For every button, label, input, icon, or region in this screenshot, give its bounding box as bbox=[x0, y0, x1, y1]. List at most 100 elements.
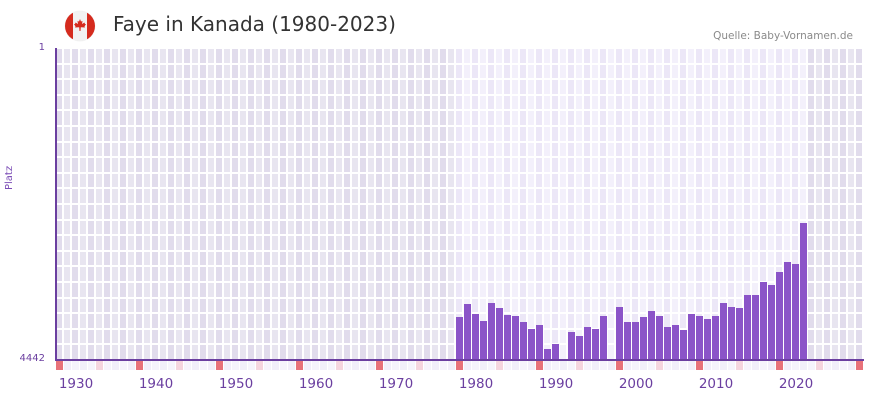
bar-2003[interactable] bbox=[656, 315, 663, 360]
grid-cell bbox=[424, 267, 430, 281]
grid-cell bbox=[832, 111, 838, 125]
grid-cell bbox=[160, 49, 166, 63]
grid-cell bbox=[592, 158, 598, 172]
grid-cell bbox=[496, 111, 502, 125]
year-column bbox=[408, 48, 416, 360]
bar-2018[interactable] bbox=[776, 271, 783, 360]
grid-cell bbox=[232, 220, 238, 235]
grid-cell bbox=[776, 251, 782, 266]
bar-2020[interactable] bbox=[792, 263, 799, 360]
bar-1982[interactable] bbox=[488, 302, 495, 360]
bar-2021[interactable] bbox=[800, 222, 807, 360]
grid-cell bbox=[200, 314, 206, 328]
bar-1986[interactable] bbox=[520, 321, 527, 360]
bar-1989[interactable] bbox=[544, 348, 551, 360]
bar-2005[interactable] bbox=[672, 324, 679, 360]
grid-cell bbox=[160, 173, 166, 188]
grid-cell bbox=[416, 251, 422, 266]
grid-cell bbox=[96, 345, 102, 359]
grid-cell bbox=[352, 49, 358, 63]
grid-cell bbox=[248, 283, 254, 297]
year-column bbox=[392, 48, 400, 360]
year-column bbox=[776, 48, 784, 360]
grid-cell bbox=[248, 158, 254, 172]
bar-2014[interactable] bbox=[744, 294, 751, 360]
grid-cell bbox=[760, 251, 766, 266]
bar-2019[interactable] bbox=[784, 261, 791, 360]
bar-1996[interactable] bbox=[600, 315, 607, 360]
year-marker bbox=[744, 361, 751, 370]
grid-cell bbox=[408, 220, 414, 235]
grid-cell bbox=[536, 142, 542, 157]
grid-cell bbox=[296, 283, 302, 297]
grid-cell bbox=[168, 49, 174, 63]
grid-cell bbox=[120, 64, 126, 79]
grid-cell bbox=[176, 49, 182, 63]
grid-cell bbox=[248, 205, 254, 219]
grid-cell bbox=[232, 189, 238, 203]
bar-1999[interactable] bbox=[624, 321, 631, 360]
bar-1978[interactable] bbox=[456, 316, 463, 360]
bar-2006[interactable] bbox=[680, 329, 687, 360]
grid-cell bbox=[384, 220, 390, 235]
bar-2002[interactable] bbox=[648, 310, 655, 360]
bar-1992[interactable] bbox=[568, 331, 575, 360]
bar-1984[interactable] bbox=[504, 314, 511, 360]
bar-2016[interactable] bbox=[760, 281, 767, 360]
bar-2007[interactable] bbox=[688, 313, 695, 360]
bar-2017[interactable] bbox=[768, 284, 775, 360]
bar-1981[interactable] bbox=[480, 320, 487, 360]
bar-2008[interactable] bbox=[696, 315, 703, 360]
grid-cell bbox=[648, 173, 654, 188]
year-column bbox=[424, 48, 432, 360]
grid-cell bbox=[320, 314, 326, 328]
grid-cell bbox=[144, 220, 150, 235]
grid-cell bbox=[472, 189, 478, 203]
bar-2000[interactable] bbox=[632, 321, 639, 360]
year-marker bbox=[512, 361, 519, 370]
grid-cell bbox=[304, 49, 310, 63]
grid-cell bbox=[648, 236, 654, 250]
bar-1979[interactable] bbox=[464, 303, 471, 360]
year-marker bbox=[232, 361, 239, 370]
bar-1998[interactable] bbox=[616, 306, 623, 360]
bar-1980[interactable] bbox=[472, 313, 479, 360]
bar-2010[interactable] bbox=[712, 315, 719, 360]
bar-1987[interactable] bbox=[528, 328, 535, 360]
grid-cell bbox=[56, 189, 62, 203]
grid-cell bbox=[168, 189, 174, 203]
year-column bbox=[704, 48, 712, 360]
bar-2012[interactable] bbox=[728, 306, 735, 360]
x-axis-line bbox=[55, 359, 864, 361]
grid-cell bbox=[296, 142, 302, 157]
grid-cell bbox=[112, 80, 118, 94]
grid-cell bbox=[696, 220, 702, 235]
bar-2004[interactable] bbox=[664, 326, 671, 360]
bar-1990[interactable] bbox=[552, 343, 559, 360]
grid-cell bbox=[848, 329, 854, 344]
bar-1988[interactable] bbox=[536, 324, 543, 360]
bar-1983[interactable] bbox=[496, 307, 503, 360]
grid-cell bbox=[648, 111, 654, 125]
grid-cell bbox=[224, 158, 230, 172]
grid-cell bbox=[584, 189, 590, 203]
bar-1993[interactable] bbox=[576, 335, 583, 360]
grid-cell bbox=[640, 158, 646, 172]
grid-cell bbox=[832, 80, 838, 94]
year-column bbox=[736, 48, 744, 360]
grid-cell bbox=[552, 314, 558, 328]
bar-2011[interactable] bbox=[720, 302, 727, 360]
grid-cell bbox=[672, 64, 678, 79]
bar-1995[interactable] bbox=[592, 328, 599, 360]
bar-2015[interactable] bbox=[752, 294, 759, 360]
bar-1994[interactable] bbox=[584, 326, 591, 360]
grid-cell bbox=[376, 142, 382, 157]
grid-cell bbox=[800, 127, 806, 141]
bar-1985[interactable] bbox=[512, 315, 519, 360]
bar-2013[interactable] bbox=[736, 307, 743, 360]
grid-cell bbox=[664, 127, 670, 141]
grid-cell bbox=[256, 236, 262, 250]
bar-2001[interactable] bbox=[640, 316, 647, 360]
grid-cell bbox=[144, 80, 150, 94]
bar-2009[interactable] bbox=[704, 318, 711, 360]
